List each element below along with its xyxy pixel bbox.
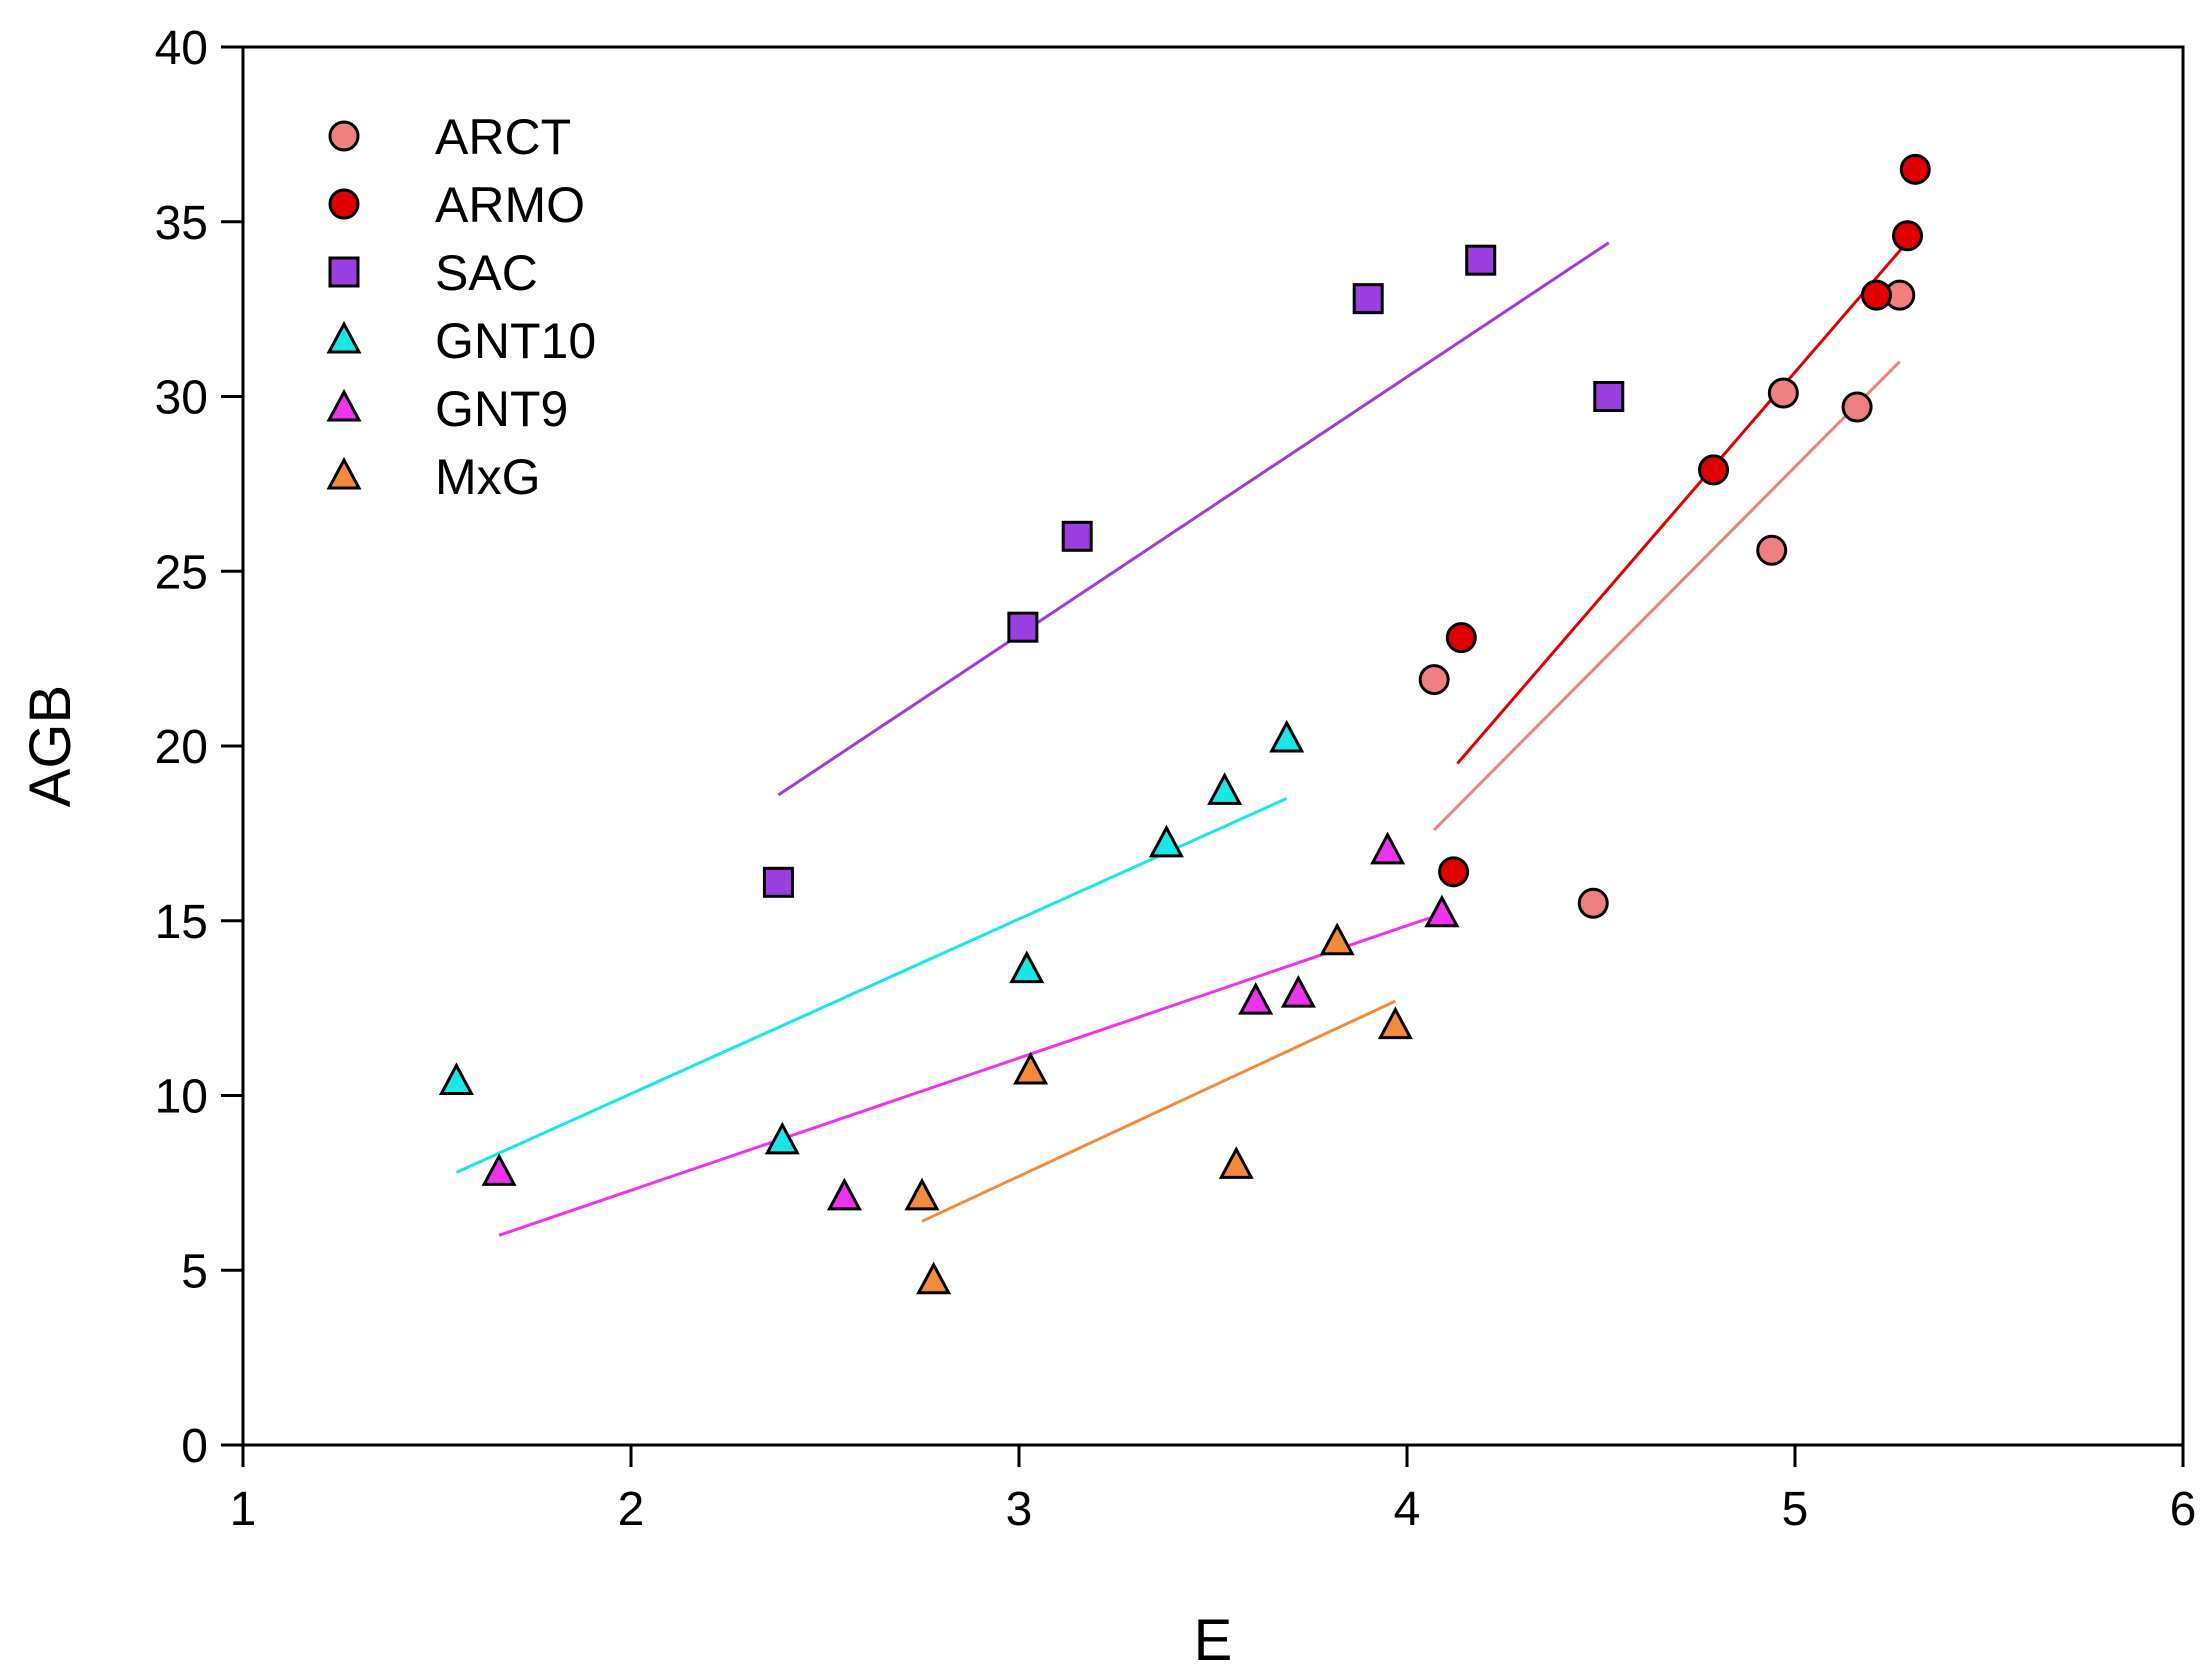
y-tick-label: 15 <box>155 896 208 949</box>
x-tick-label: 4 <box>1394 1483 1421 1536</box>
data-point-armo <box>1698 454 1730 486</box>
data-point-mxg <box>1319 922 1355 956</box>
data-point-mxg <box>1218 1146 1254 1179</box>
legend-label-gnt9: GNT9 <box>435 381 568 437</box>
y-axis-title: AGB <box>18 685 83 808</box>
data-point-sac <box>1061 520 1093 552</box>
x-tick-label: 6 <box>2170 1483 2197 1536</box>
data-point-armo <box>1892 220 1924 252</box>
data-point-gnt9 <box>1280 974 1316 1008</box>
data-point-gnt10 <box>1207 772 1243 805</box>
data-point-sac <box>1593 381 1625 412</box>
fit-lines <box>455 241 1905 1237</box>
y-tick-label: 40 <box>155 22 208 75</box>
data-point-sac <box>1007 611 1039 643</box>
legend-marker-arct <box>328 120 360 152</box>
y-tick-label: 5 <box>181 1245 208 1298</box>
y-tick-label: 0 <box>181 1420 208 1473</box>
data-point-armo <box>1860 279 1892 311</box>
y-tick-label: 10 <box>155 1071 208 1124</box>
fit-line-arct <box>1433 360 1901 831</box>
data-point-arct <box>1767 377 1799 409</box>
data-point-gnt9 <box>826 1177 862 1211</box>
data-point-arct <box>1756 534 1788 566</box>
data-point-gnt10 <box>438 1062 474 1096</box>
legend-marker-mxg <box>326 456 362 490</box>
x-tick-label: 3 <box>1006 1483 1033 1536</box>
data-point-gnt9 <box>1238 981 1274 1015</box>
legend-label-arct: ARCT <box>435 109 571 165</box>
legend-label-sac: SAC <box>435 245 538 301</box>
fit-line-gnt9 <box>498 912 1443 1237</box>
y-tick-label: 20 <box>155 721 208 774</box>
fit-line-mxg <box>921 999 1396 1223</box>
x-tick-label: 5 <box>1782 1483 1809 1536</box>
data-point-gnt10 <box>1148 824 1184 858</box>
x-tick-label: 2 <box>618 1483 645 1536</box>
legend: ARCT ARMO SAC GNT10 GNT9 MxG <box>326 109 596 505</box>
data-point-armo <box>1445 622 1477 654</box>
y-tick-label: 25 <box>155 546 208 599</box>
data-point-arct <box>1418 664 1450 696</box>
data-point-mxg <box>916 1261 952 1295</box>
data-point-armo <box>1438 856 1470 888</box>
y-tick-label: 35 <box>155 197 208 250</box>
data-point-mxg <box>1013 1051 1049 1085</box>
y-tick-label: 30 <box>155 372 208 425</box>
x-axis-title: E <box>1194 1608 1233 1673</box>
legend-label-mxg: MxG <box>435 449 541 505</box>
data-point-gnt9 <box>1370 831 1406 865</box>
data-point-gnt10 <box>764 1121 800 1155</box>
data-point-mxg <box>1377 1006 1413 1040</box>
data-point-arct <box>1841 391 1873 423</box>
fit-line-armo <box>1456 245 1905 765</box>
legend-label-gnt10: GNT10 <box>435 313 596 369</box>
data-point-gnt10 <box>1009 950 1045 984</box>
data-point-arct <box>1577 887 1609 919</box>
legend-marker-sac <box>328 256 360 288</box>
data-point-armo <box>1899 153 1931 185</box>
data-point-gnt10 <box>1269 719 1305 753</box>
legend-marker-armo <box>328 188 360 220</box>
data-point-mxg <box>904 1177 940 1211</box>
legend-marker-gnt9 <box>326 388 362 422</box>
legend-marker-gnt10 <box>326 320 362 354</box>
data-points <box>438 153 1931 1295</box>
x-tick-label: 1 <box>230 1483 257 1536</box>
data-point-sac <box>762 866 794 898</box>
fit-line-sac <box>777 241 1610 797</box>
axis-ticks: 1 2 3 4 5 6 0 5 10 15 20 25 30 35 40 <box>155 22 2197 1536</box>
legend-label-armo: ARMO <box>435 177 585 233</box>
fit-line-gnt10 <box>455 797 1288 1174</box>
data-point-sac <box>1352 283 1384 315</box>
data-point-sac <box>1465 244 1497 276</box>
data-point-gnt9 <box>1424 894 1460 928</box>
data-point-gnt9 <box>481 1153 517 1186</box>
